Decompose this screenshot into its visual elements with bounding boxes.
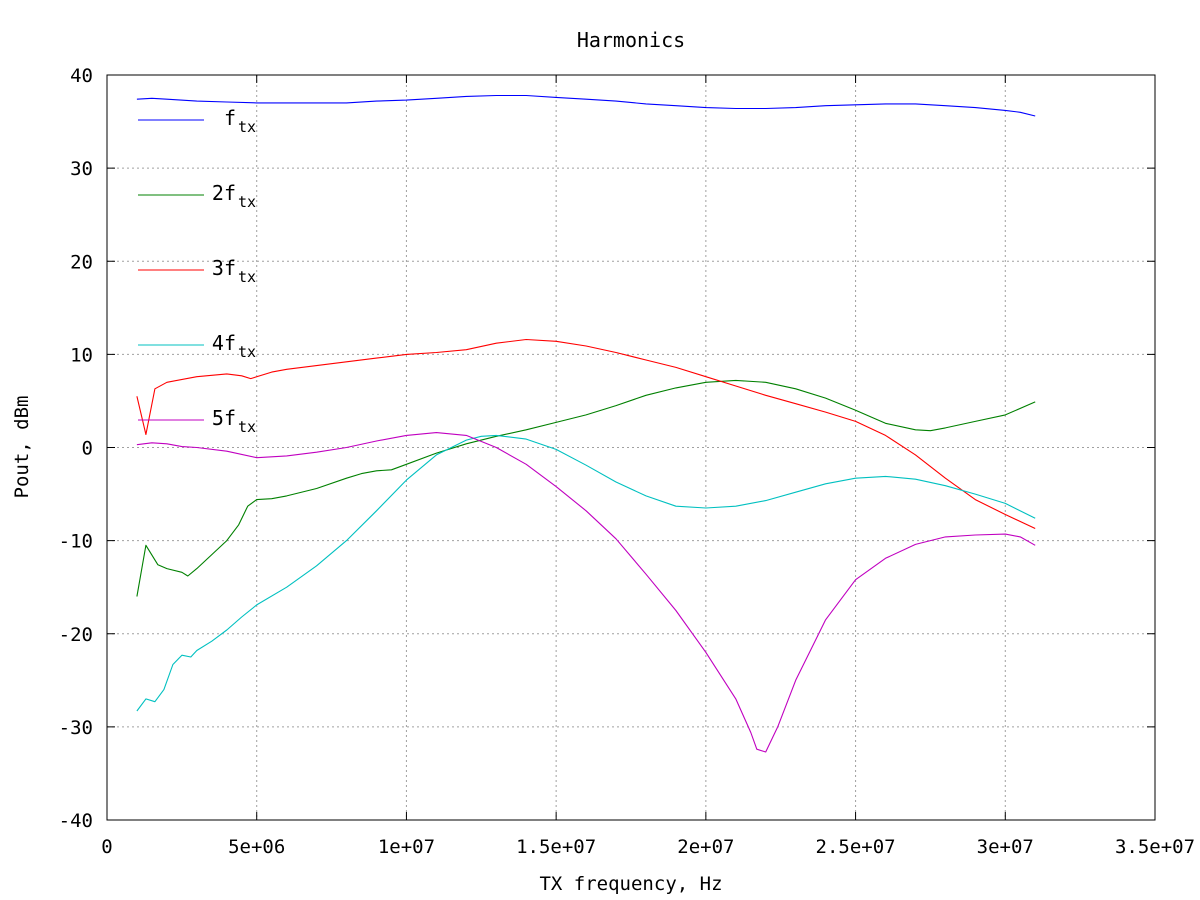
legend-label-subscript: tx [238,343,256,361]
y-tick-labels: -40 -30 -20 -10 0 10 20 30 40 [59,65,93,832]
legend-label-main: f [224,406,236,430]
legend-label: f [224,106,236,130]
x-tick-label: 3e+07 [977,836,1034,858]
legend-label-prefix: 2 [212,181,224,205]
x-tick-label: 0 [101,836,112,858]
series-line-4ftx [136,434,1036,712]
x-tick-label: 5e+06 [228,836,285,858]
x-tick-label: 1e+07 [378,836,435,858]
legend-label-subscript: tx [238,268,256,286]
legend-label-subscript: tx [238,118,256,136]
series-line-2ftx [136,379,1036,597]
y-tick-label: -40 [59,810,93,832]
tick-marks [106,74,1156,821]
y-tick-label: -20 [59,624,93,646]
series-group [136,94,1036,753]
y-tick-label: 30 [70,158,93,180]
series-line-5ftx [136,432,1036,753]
legend-label-main: f [224,331,236,355]
legend-label-prefix: 3 [212,256,224,280]
y-tick-label: 0 [82,438,93,460]
x-tick-label: 2.5e+07 [816,836,896,858]
legend-label: 2f [212,181,236,205]
y-tick-label: -10 [59,531,93,553]
legend-label-prefix: 5 [212,406,224,430]
chart-title: Harmonics [577,28,685,52]
grid [107,75,1155,820]
legend-label: 4f [212,331,236,355]
legend-label-main: f [224,181,236,205]
legend-label-main: f [224,106,236,130]
x-axis-label: TX frequency, Hz [539,873,722,895]
legend-label-subscript: tx [238,193,256,211]
legend-label: 3f [212,256,236,280]
y-axis-label: Pout, dBm [11,396,33,499]
legend-label-subscript: tx [238,418,256,436]
y-tick-label: 40 [70,65,93,87]
y-tick-label: -30 [59,717,93,739]
x-tick-label: 2e+07 [677,836,734,858]
legend-label: 5f [212,406,236,430]
legend-label-main: f [224,256,236,280]
series-line-1ftx [136,94,1036,117]
legend-label-prefix: 4 [212,331,224,355]
x-tick-label: 1.5e+07 [516,836,596,858]
y-tick-label: 10 [70,344,93,366]
x-tick-labels: 0 5e+06 1e+07 1.5e+07 2e+07 2.5e+07 3e+07 3.5e+… [101,836,1195,858]
series-line-3ftx [136,338,1036,529]
y-tick-label: 20 [70,251,93,273]
x-tick-label: 3.5e+07 [1115,836,1195,858]
